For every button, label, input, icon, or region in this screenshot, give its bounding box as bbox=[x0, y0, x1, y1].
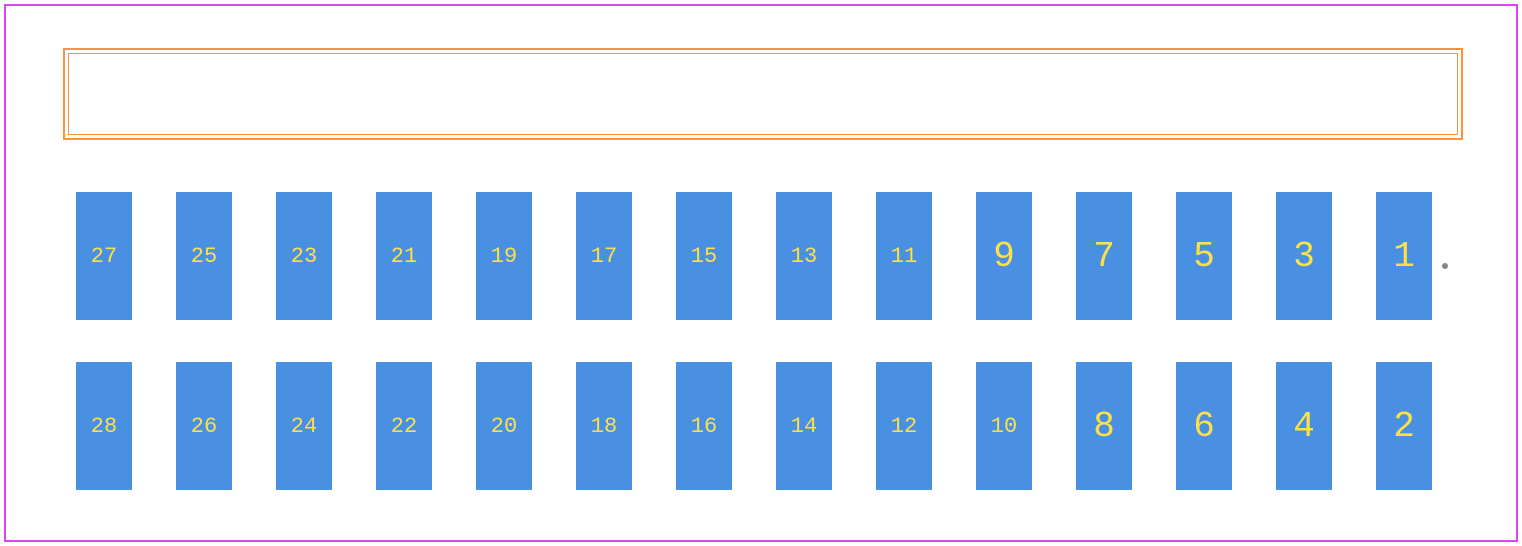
pin-label: 2 bbox=[1393, 406, 1415, 447]
pin-4: 4 bbox=[1276, 362, 1332, 490]
pin-25: 25 bbox=[176, 192, 232, 320]
pin-label: 4 bbox=[1293, 406, 1315, 447]
pin-label: 22 bbox=[391, 414, 417, 439]
pin-label: 24 bbox=[291, 414, 317, 439]
pin-13: 13 bbox=[776, 192, 832, 320]
pin-label: 17 bbox=[591, 244, 617, 269]
pin-3: 3 bbox=[1276, 192, 1332, 320]
pin-7: 7 bbox=[1076, 192, 1132, 320]
pin-label: 15 bbox=[691, 244, 717, 269]
pin-23: 23 bbox=[276, 192, 332, 320]
pin-label: 5 bbox=[1193, 236, 1215, 277]
pin-21: 21 bbox=[376, 192, 432, 320]
pin-label: 6 bbox=[1193, 406, 1215, 447]
pin-15: 15 bbox=[676, 192, 732, 320]
pin-1: 1 bbox=[1376, 192, 1432, 320]
pin-20: 20 bbox=[476, 362, 532, 490]
pin-label: 19 bbox=[491, 244, 517, 269]
pin-22: 22 bbox=[376, 362, 432, 490]
pin-19: 19 bbox=[476, 192, 532, 320]
pin-label: 25 bbox=[191, 244, 217, 269]
pin-12: 12 bbox=[876, 362, 932, 490]
pin-6: 6 bbox=[1176, 362, 1232, 490]
pin-label: 23 bbox=[291, 244, 317, 269]
pin-label: 12 bbox=[891, 414, 917, 439]
pin-label: 28 bbox=[91, 414, 117, 439]
pin-26: 26 bbox=[176, 362, 232, 490]
pin-label: 20 bbox=[491, 414, 517, 439]
pin-17: 17 bbox=[576, 192, 632, 320]
pin-label: 1 bbox=[1393, 236, 1415, 277]
pin-14: 14 bbox=[776, 362, 832, 490]
pin-24: 24 bbox=[276, 362, 332, 490]
pin-9: 9 bbox=[976, 192, 1032, 320]
pin-5: 5 bbox=[1176, 192, 1232, 320]
pin-label: 9 bbox=[993, 236, 1015, 277]
pin-18: 18 bbox=[576, 362, 632, 490]
pin-16: 16 bbox=[676, 362, 732, 490]
pin-label: 14 bbox=[791, 414, 817, 439]
pin-8: 8 bbox=[1076, 362, 1132, 490]
pin-28: 28 bbox=[76, 362, 132, 490]
pin-10: 10 bbox=[976, 362, 1032, 490]
pin-label: 3 bbox=[1293, 236, 1315, 277]
pin-label: 7 bbox=[1093, 236, 1115, 277]
pin-2: 2 bbox=[1376, 362, 1432, 490]
pin-11: 11 bbox=[876, 192, 932, 320]
top-bar-inner bbox=[68, 53, 1458, 135]
pin-label: 13 bbox=[791, 244, 817, 269]
pin-label: 10 bbox=[991, 414, 1017, 439]
pin1-marker-dot bbox=[1442, 263, 1448, 269]
pin-label: 11 bbox=[891, 244, 917, 269]
pin-label: 26 bbox=[191, 414, 217, 439]
pin-label: 21 bbox=[391, 244, 417, 269]
pin-label: 16 bbox=[691, 414, 717, 439]
pin-27: 27 bbox=[76, 192, 132, 320]
pin-label: 27 bbox=[91, 244, 117, 269]
pin-label: 8 bbox=[1093, 406, 1115, 447]
pin-label: 18 bbox=[591, 414, 617, 439]
